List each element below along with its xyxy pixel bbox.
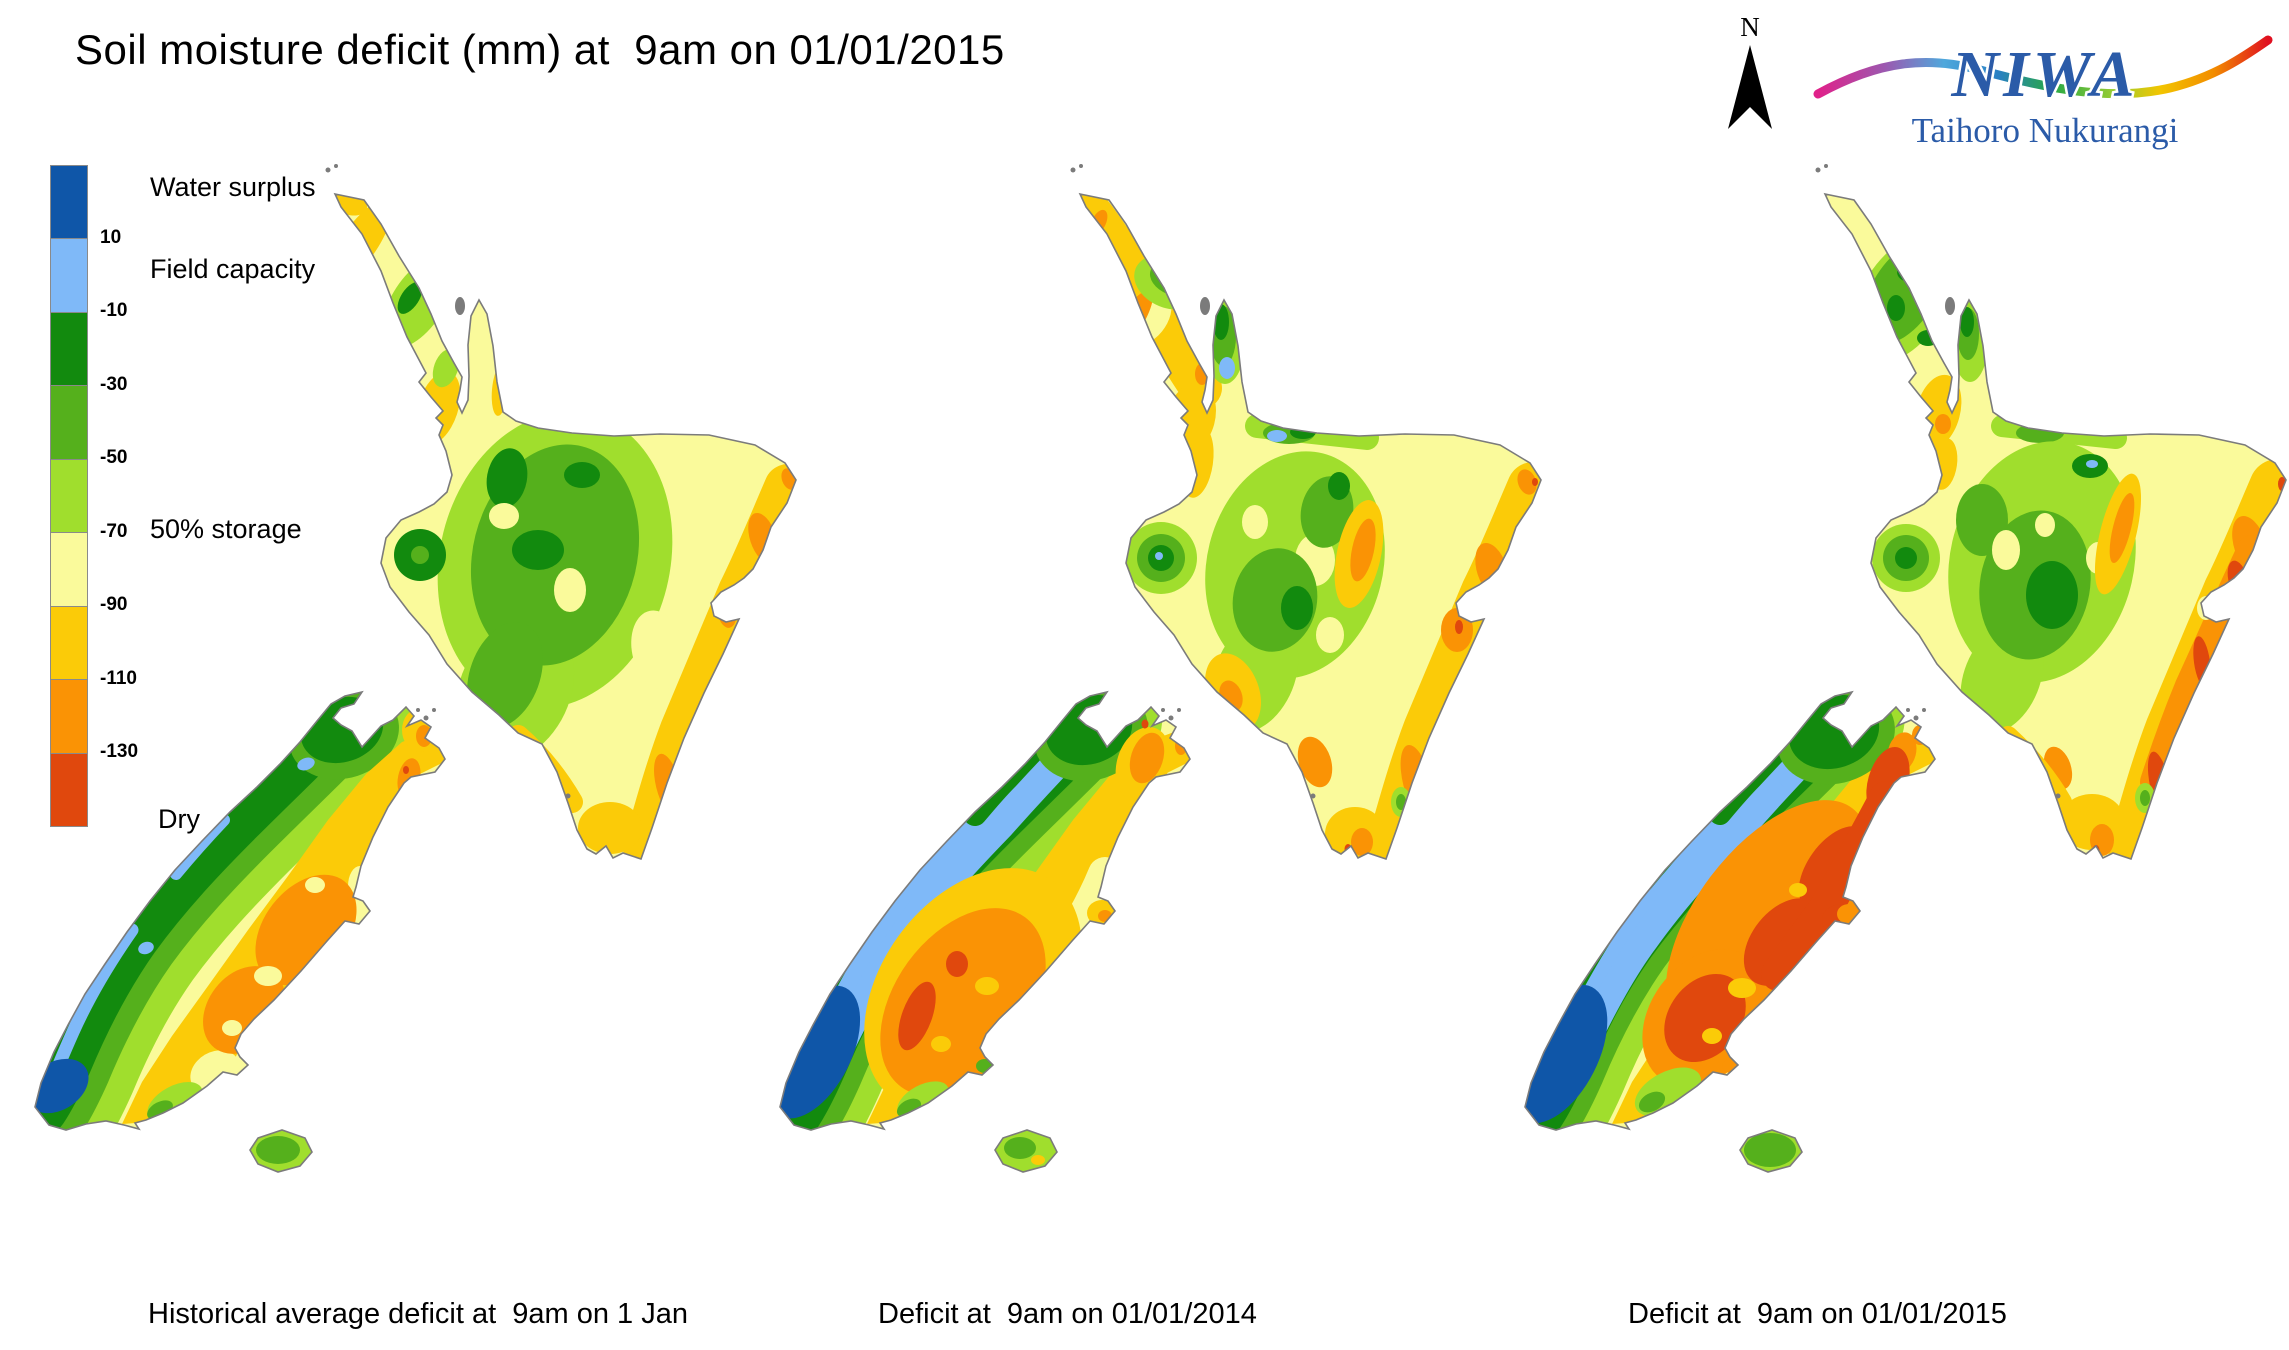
legend-tick--110: -110 [100, 667, 137, 689]
map-deficit-2015 [1524, 164, 2287, 1173]
compass-n-label: N [1740, 12, 1760, 42]
legend-label-dry: Dry [158, 804, 200, 834]
fill-layers [1525, 194, 2286, 1172]
legend-tick--30: -30 [100, 373, 128, 395]
legend-tick--10: -10 [100, 300, 128, 322]
legend-tick--90: -90 [100, 594, 128, 616]
legend-tick-labels: 10 -10 -30 -50 -70 -90 -110 -130 [100, 165, 170, 827]
legend-label-water-surplus: Water surplus [150, 172, 316, 202]
niwa-logo: NIWA Taihoro Nukurangi [1810, 16, 2280, 152]
map-caption-historical: Historical average deficit at 9am on 1 J… [148, 1298, 688, 1330]
map-deficit-2014 [779, 164, 1542, 1173]
logo-subtitle: Taihoro Nukurangi [1912, 111, 2179, 150]
coastline [779, 164, 1542, 1173]
fill-layers [35, 194, 796, 1172]
legend-band-orange [50, 679, 88, 754]
coastline [34, 164, 797, 1173]
niwa-logo-graphic: NIWA Taihoro Nukurangi [1813, 35, 2273, 150]
map-historical-average [34, 164, 797, 1173]
legend-band-field-capacity [50, 238, 88, 313]
legend-band-water-surplus [50, 165, 88, 240]
legend-label-field-capacity: Field capacity [150, 254, 316, 284]
page-title: Soil moisture deficit (mm) at 9am on 01/… [75, 26, 1005, 73]
legend-tick--70: -70 [100, 520, 128, 542]
legend-band-red [50, 752, 88, 827]
legend-band-green-mid [50, 385, 88, 460]
legend-tick--50: -50 [100, 447, 128, 469]
coastline [1524, 164, 2287, 1173]
legend-band-green-light [50, 458, 88, 534]
map-caption-2015: Deficit at 9am on 01/01/2015 [1628, 1298, 2007, 1330]
north-arrow-icon [1728, 45, 1772, 129]
logo-rainbow-wave-icon [1813, 35, 2273, 99]
logo-acronym: NIWA [1950, 38, 2138, 111]
legend-tick--130: -130 [100, 741, 139, 763]
legend-band-gold [50, 605, 88, 681]
legend-label-50-storage: 50% storage [150, 514, 302, 544]
legend-band-yellow-pale [50, 532, 88, 607]
legend-tick-10: 10 [100, 226, 122, 248]
map-caption-2014: Deficit at 9am on 01/01/2014 [878, 1298, 1257, 1330]
north-compass: N [1722, 12, 1778, 148]
legend-colorbar [50, 165, 88, 827]
fill-layers [780, 194, 1541, 1172]
